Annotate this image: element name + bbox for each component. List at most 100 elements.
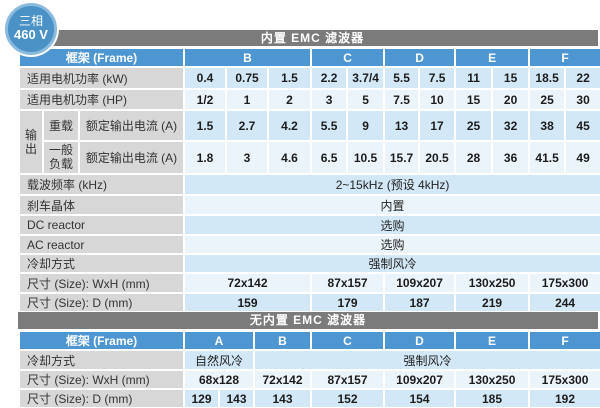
ac-reactor-row: AC reactor 选购 [18,234,600,255]
cell: 2.7 [225,109,269,142]
cooling-method-row: 冷却方式 自然风冷 强制风冷 [18,349,600,371]
row-label: DC reactor [18,214,185,236]
frame-f-header: F [528,330,600,351]
cell: 109x207 [383,272,457,294]
cell: 7.5 [383,88,421,111]
cell: 109x207 [383,369,457,390]
size-d-row: 尺寸 (Size): D (mm) 129 143 143 152 154 18… [18,388,600,408]
cell: 38 [528,109,567,142]
cell: 49 [564,140,600,175]
cell: 129 [183,388,220,408]
output-label: 输出 [18,109,44,175]
row-label: 尺寸 (Size): D (mm) [18,388,185,408]
cooling-method-row: 冷却方式 强制风冷 [18,253,600,274]
cell: 185 [454,388,531,408]
cell: 18.5 [528,66,567,90]
cell: 159 [182,292,313,313]
cell: 68x128 [182,369,256,390]
motor-power-kw-row: 适用电机功率 (kW) 0.4 0.75 1.5 2.2 3.7/4 5.5 7… [18,66,600,90]
cell: 3.7/4 [346,66,386,90]
frame-header-row: 框架 (Frame) A B C D E F [18,330,600,351]
cell: 28 [454,140,494,175]
cell: 15.7 [383,140,421,175]
cell: 5.5 [383,66,421,90]
size-wxh-row: 尺寸 (Size): WxH (mm) 68x128 72x142 87x157… [18,369,600,390]
cell: 0.75 [225,66,269,90]
row-label: 尺寸 (Size): D (mm) [18,292,185,313]
cell: 5.5 [310,109,349,142]
cell: 13 [383,109,421,142]
heavy-duty-label: 重载 [42,109,80,142]
cell: 4.6 [266,140,313,175]
brake-chopper-value: 内置 [182,194,600,216]
cell: 15 [454,88,494,111]
cell: 2.2 [310,66,349,90]
carrier-frequency-row: 载波频率 (kHz) 2~15kHz (预设 4kHz) [18,173,600,196]
cooling-forced-value: 强制风冷 [253,349,600,371]
cell: 10.5 [346,140,386,175]
cooling-natural-value: 自然风冷 [182,349,256,371]
cell: 9 [346,109,386,142]
dc-reactor-row: DC reactor 选购 [18,214,600,236]
cell: 87x157 [310,369,386,390]
row-label: 冷却方式 [18,349,185,371]
cell: 0.4 [183,66,227,90]
cell: 4.2 [266,109,313,142]
cell: 1.5 [266,66,313,90]
cell: 87x157 [310,272,386,294]
cell: 11 [454,66,494,90]
cell: 1 [225,88,269,111]
normal-duty-current-row: 一般负载 额定输出电流 (A) 1.8 3 4.6 6.5 10.5 15.7 … [19,140,600,175]
cell: 10 [418,88,457,111]
frame-e-header: E [454,47,531,68]
cell: 30 [564,88,600,111]
cell: 130x250 [454,369,531,390]
carrier-frequency-value: 2~15kHz (预设 4kHz) [182,173,600,196]
cell: 32 [491,109,531,142]
cell: 143 [217,388,256,408]
cell: 1.5 [183,109,227,142]
normal-duty-label: 一般负载 [42,140,80,175]
cell: 15 [491,66,531,90]
frame-c-header: C [310,47,386,68]
cell: 72x142 [253,369,313,390]
cell: 3 [310,88,349,111]
cell: 6.5 [310,140,349,175]
row-label: 载波频率 (kHz) [18,173,185,196]
rated-current-label: 额定输出电流 (A) [78,140,185,175]
frame-e-header: E [454,330,531,351]
size-wxh-row: 尺寸 (Size): WxH (mm) 72x142 87x157 109x20… [18,272,600,294]
ac-reactor-value: 选购 [182,234,600,255]
heavy-duty-current-row: 输出 重载 额定输出电流 (A) 1.5 2.7 4.2 5.5 9 13 17… [18,109,600,175]
frame-b-header: B [253,330,313,351]
phase-voltage-badge: 三相 460 V [5,3,57,55]
cell: 244 [528,292,600,313]
row-label: 尺寸 (Size): WxH (mm) [18,369,185,390]
frame-header-label: 框架 (Frame) [18,47,185,68]
cell: 2 [266,88,313,111]
cell: 179 [310,292,386,313]
built-in-emc-table: 框架 (Frame) B C D E F 适用电机功率 (kW) 0.4 0.7… [18,47,600,313]
badge-voltage-label: 460 V [14,27,48,43]
cell: 1/2 [183,88,227,111]
cell: 5 [346,88,386,111]
row-label: AC reactor [18,234,185,255]
frame-a-header: A [182,330,256,351]
row-label: 刹车晶体 [18,194,185,216]
cell: 20 [491,88,531,111]
row-label: 适用电机功率 (kW) [18,66,185,90]
cell: 1.8 [183,140,227,175]
cell: 22 [564,66,600,90]
cell: 36 [491,140,531,175]
frame-d-header: D [383,330,457,351]
cell: 143 [253,388,313,408]
dc-reactor-value: 选购 [182,214,600,236]
cell: 25 [454,109,494,142]
badge-phase-label: 三相 [18,13,43,28]
frame-header-label: 框架 (Frame) [18,330,185,351]
frame-f-header: F [528,47,600,68]
no-built-in-emc-table: 框架 (Frame) A B C D E F 冷却方式 自然风冷 强制风冷 尺寸… [18,330,600,408]
cell: 175x300 [528,369,600,390]
section-header-no-built-in-emc: 无内置 EMC 滤波器 [18,312,598,329]
